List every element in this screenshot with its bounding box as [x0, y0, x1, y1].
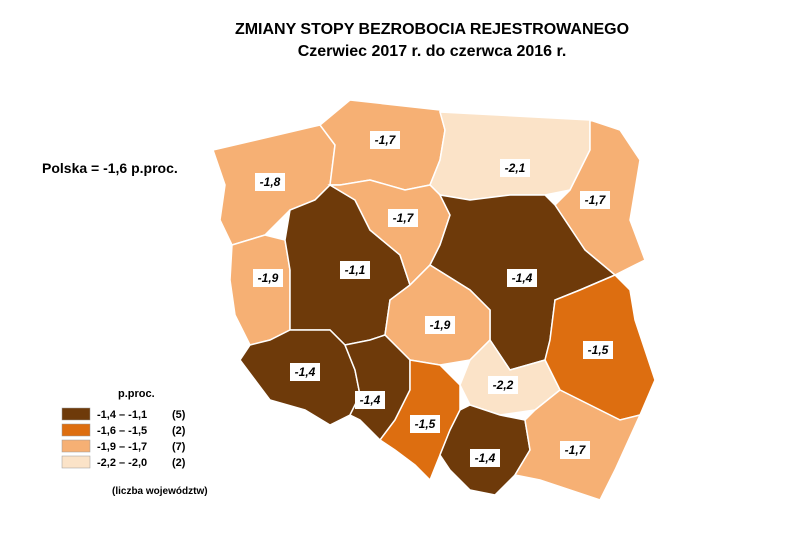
label-box — [370, 131, 400, 149]
title: ZMIANY STOPY BEZROBOCIA REJESTROWANEGO — [235, 21, 629, 38]
region-label: -1,5 — [415, 417, 436, 431]
region-label: -1,4 — [475, 451, 496, 465]
legend-title: p.proc. — [118, 388, 155, 400]
legend-count: (5) — [172, 409, 186, 421]
label-box — [355, 391, 385, 409]
legend-range: -1,4 – -1,1 — [97, 409, 147, 421]
region-label: -1,9 — [258, 271, 279, 285]
label-box — [410, 415, 440, 433]
legend-swatch — [61, 439, 91, 453]
region-label: -1,5 — [588, 343, 609, 357]
region-label: -1,7 — [375, 133, 397, 147]
region-label: -1,7 — [585, 193, 607, 207]
label-box — [500, 159, 530, 177]
legend-note: (liczba województw) — [112, 486, 208, 497]
region-label: -1,1 — [345, 263, 366, 277]
region-label: -1,4 — [295, 365, 316, 379]
region — [429, 111, 591, 201]
region-label: -2,2 — [493, 378, 514, 392]
region-label: -1,7 — [393, 211, 415, 225]
label-box — [255, 173, 285, 191]
region-label: -2,1 — [505, 161, 526, 175]
legend-range: -2,2 – -2,0 — [97, 457, 147, 469]
subtitle: Czerwiec 2017 r. do czerwca 2016 r. — [298, 43, 567, 60]
legend-swatch — [61, 455, 91, 469]
legend-count: (2) — [172, 425, 186, 437]
label-box — [470, 449, 500, 467]
label-box — [488, 376, 518, 394]
legend-count: (2) — [172, 457, 186, 469]
label-box — [580, 191, 610, 209]
region-label: -1,7 — [565, 443, 587, 457]
legend-range: -1,6 – -1,5 — [97, 425, 147, 437]
region-label: -1,4 — [512, 271, 533, 285]
region-label: -1,8 — [260, 175, 281, 189]
label-box — [507, 269, 537, 287]
label-box — [340, 261, 370, 279]
label-box — [388, 209, 418, 227]
label-box — [583, 341, 613, 359]
label-box — [253, 269, 283, 287]
region-label: -1,9 — [430, 318, 451, 332]
region-label: -1,4 — [360, 393, 381, 407]
legend-count: (7) — [172, 441, 186, 453]
legend-range: -1,9 – -1,7 — [97, 441, 147, 453]
label-box — [290, 363, 320, 381]
label-box — [425, 316, 455, 334]
region — [229, 234, 291, 346]
national-value: Polska = -1,6 p.proc. — [42, 160, 178, 176]
legend-swatch — [61, 423, 91, 437]
legend-swatch — [61, 407, 91, 421]
label-box — [560, 441, 590, 459]
